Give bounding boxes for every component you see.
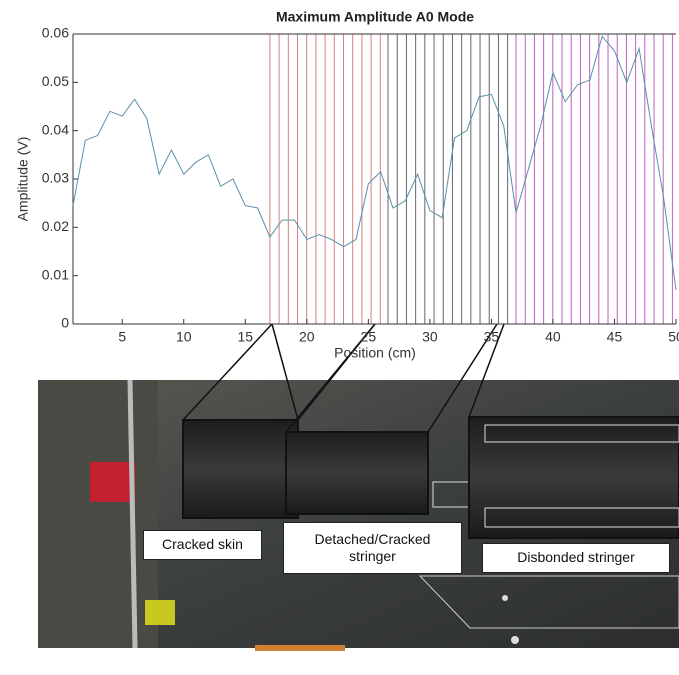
y-tick-label: 0.03	[42, 170, 69, 186]
annotation: Cracked skin	[143, 530, 262, 560]
y-tick-label: 0.06	[42, 25, 69, 41]
insets	[182, 416, 679, 539]
callouts	[182, 323, 505, 433]
annotation: Disbonded stringer	[482, 543, 670, 573]
y-tick-label: 0.01	[42, 266, 69, 282]
y-tick-label: 0	[61, 315, 69, 331]
y-tick-label: 0.02	[42, 218, 69, 234]
x-tick-label: 10	[176, 329, 192, 345]
data-line	[72, 35, 677, 291]
x-tick-label: 20	[299, 329, 315, 345]
annotation: Detached/Cracked stringer	[283, 522, 462, 574]
x-tick-label: 35	[484, 329, 500, 345]
chart-title: Maximum Amplitude A0 Mode	[276, 9, 474, 25]
x-tick-label: 25	[361, 329, 377, 345]
region	[516, 34, 676, 324]
y-tick-label: 0.05	[42, 73, 69, 89]
x-tick-label: 50	[668, 329, 679, 345]
x-tick-label: 30	[422, 329, 438, 345]
y-tick-label: 0.04	[42, 121, 69, 137]
y-axis-label: Amplitude (V)	[15, 137, 31, 222]
x-tick-label: 45	[607, 329, 623, 345]
x-tick-label: 40	[545, 329, 561, 345]
x-axis-label: Position (cm)	[334, 345, 416, 361]
x-tick-label: 5	[118, 329, 126, 345]
x-tick-label: 15	[237, 329, 253, 345]
